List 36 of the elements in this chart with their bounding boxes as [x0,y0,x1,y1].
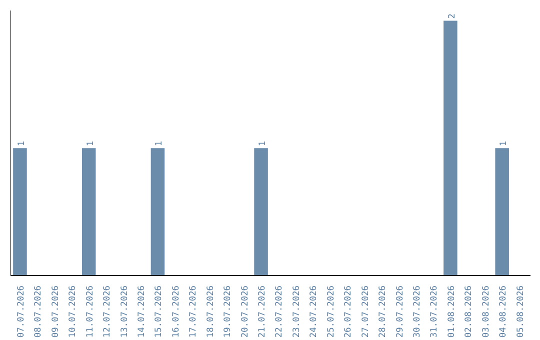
x-tick-label: 26.07.2026 [344,285,354,338]
x-tick-label: 16.07.2026 [171,285,182,338]
x-tick-label: 14.07.2026 [137,285,147,338]
x-tick-label: 07.07.2026 [16,285,26,338]
x-tick-label: 24.07.2026 [309,285,320,338]
x-tick-label: 11.07.2026 [85,285,96,338]
x-tick-label: 13.07.2026 [120,285,130,338]
x-tick-label: 20.07.2026 [240,285,250,338]
x-tick-label: 27.07.2026 [360,285,371,338]
data-label: 1 [86,140,96,146]
data-label: 1 [499,140,510,146]
data-label: 1 [154,140,165,146]
x-tick-label: 01.08.2026 [446,285,457,338]
data-label: 1 [16,140,27,146]
x-tick-label: 17.07.2026 [188,285,199,338]
x-tick-label: 25.07.2026 [326,285,336,338]
x-tick-label: 08.07.2026 [34,285,44,338]
x-tick-label: 23.07.2026 [292,285,302,338]
x-tick-label: 12.07.2026 [102,285,113,338]
data-label: 2 [447,13,458,19]
x-tick-label: 02.08.2026 [464,285,474,338]
x-tick-label: 29.07.2026 [395,285,406,338]
x-tick-label: 28.07.2026 [378,285,388,338]
x-tick-label: 03.08.2026 [481,285,492,338]
x-tick-label: 19.07.2026 [223,285,234,338]
x-tick-label: 21.07.2026 [258,285,268,338]
x-tick-label: 22.07.2026 [274,285,285,338]
x-tick-label: 31.07.2026 [430,285,440,338]
x-tick-label: 10.07.2026 [68,285,78,338]
x-tick-label: 15.07.2026 [154,285,164,338]
x-tick-label: 30.07.2026 [412,285,422,338]
x-tick-label: 04.08.2026 [498,285,509,338]
x-tick-label: 05.08.2026 [516,285,526,338]
data-label: 1 [258,140,268,146]
x-tick-label: 18.07.2026 [206,285,216,338]
x-tick-label: 09.07.2026 [50,285,61,338]
